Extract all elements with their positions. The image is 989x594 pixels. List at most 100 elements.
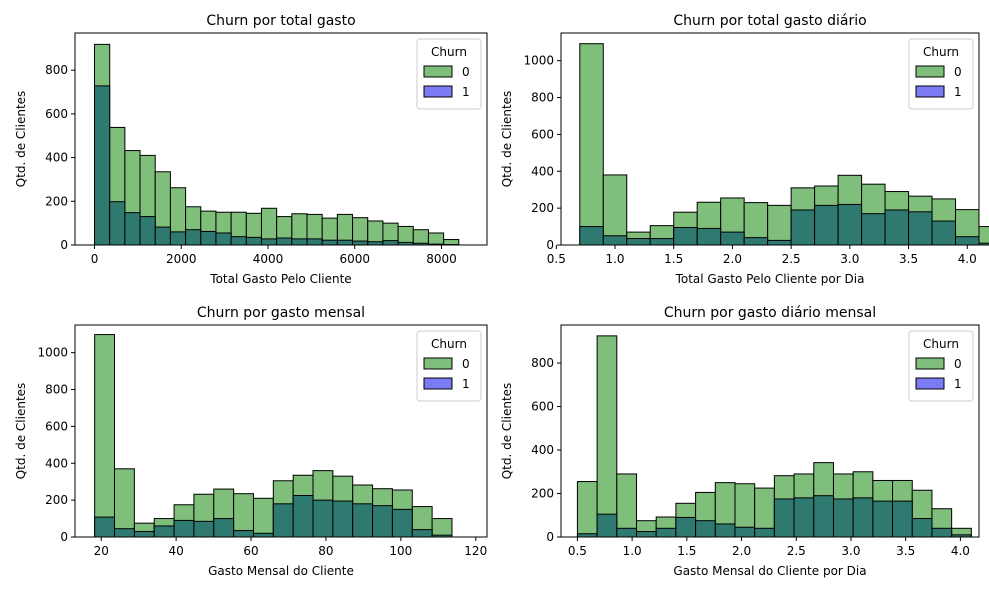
bar — [246, 237, 261, 245]
y-tick-label: 800 — [45, 383, 68, 397]
bar — [873, 501, 893, 537]
y-axis-label: Qtd. de Clientes — [500, 91, 514, 188]
bar — [768, 240, 791, 245]
legend-label-churn-0: 0 — [954, 65, 962, 79]
bar — [755, 528, 775, 537]
legend-swatch-churn-1 — [424, 378, 452, 389]
bar — [637, 532, 657, 537]
bar — [893, 501, 913, 537]
y-tick-label: 0 — [60, 238, 68, 252]
bar — [231, 237, 246, 245]
bar — [721, 232, 744, 245]
legend-swatch-churn-1 — [424, 86, 452, 97]
bar — [912, 519, 932, 537]
bar — [413, 230, 428, 245]
bar — [313, 500, 333, 537]
x-tick-label: 3.5 — [899, 252, 918, 266]
y-axis-label: Qtd. de Clientes — [14, 91, 28, 188]
y-tick-label: 800 — [531, 91, 554, 105]
x-tick-label: 0 — [91, 252, 99, 266]
bar — [170, 232, 185, 245]
bar — [307, 239, 322, 245]
y-tick-label: 200 — [531, 487, 554, 501]
bar — [115, 529, 135, 537]
bar — [696, 521, 716, 537]
bar — [234, 531, 254, 537]
bar — [862, 214, 885, 245]
x-axis-label: Total Gasto Pelo Cliente — [209, 272, 351, 286]
legend-swatch-churn-1 — [916, 378, 944, 389]
y-tick-label: 0 — [546, 530, 554, 544]
bar — [110, 202, 125, 245]
y-tick-label: 600 — [45, 419, 68, 433]
bar — [774, 499, 794, 537]
bar — [627, 239, 650, 245]
bar — [174, 520, 194, 537]
x-tick-label: 2.5 — [782, 252, 801, 266]
bar — [617, 474, 637, 537]
bar — [95, 86, 110, 245]
bar — [603, 236, 626, 245]
y-tick-label: 600 — [45, 107, 68, 121]
x-tick-label: 2.0 — [723, 252, 742, 266]
bar — [676, 517, 696, 537]
bar — [617, 528, 637, 537]
bar — [337, 240, 352, 245]
x-tick-label: 4000 — [253, 252, 284, 266]
chart-title: Churn por gasto diário mensal — [664, 305, 876, 321]
bar — [333, 501, 353, 537]
y-tick-label: 800 — [531, 356, 554, 370]
bar — [115, 469, 135, 537]
y-axis-label: Qtd. de Clientes — [14, 383, 28, 480]
legend-label-churn-0: 0 — [462, 65, 470, 79]
x-tick-label: 100 — [389, 544, 412, 558]
x-tick-label: 1.0 — [605, 252, 624, 266]
bar — [580, 227, 603, 245]
x-axis-label: Gasto Mensal do Cliente — [208, 564, 354, 578]
bar — [277, 238, 292, 245]
bar — [979, 227, 989, 245]
bar — [134, 531, 154, 537]
bar — [353, 241, 368, 245]
chart-title: Churn por total gasto — [206, 13, 355, 29]
x-tick-label: 2.5 — [787, 544, 806, 558]
bar — [194, 521, 214, 537]
x-tick-label: 4.0 — [958, 252, 977, 266]
bar — [979, 243, 989, 245]
bar — [735, 527, 755, 537]
x-tick-label: 3.0 — [840, 252, 859, 266]
bar — [815, 205, 838, 245]
bar — [932, 528, 952, 537]
bar — [580, 44, 603, 245]
x-tick-label: 0.5 — [547, 252, 566, 266]
bar — [155, 227, 170, 245]
y-tick-label: 200 — [45, 194, 68, 208]
bar — [154, 526, 174, 537]
bar — [95, 335, 115, 537]
bar — [392, 509, 412, 537]
bar — [432, 519, 452, 537]
y-axis-label: Qtd. de Clientes — [500, 383, 514, 480]
legend-swatch-churn-0 — [916, 66, 944, 77]
bar — [253, 498, 273, 537]
legend-title: Churn — [431, 45, 467, 59]
bar — [956, 237, 979, 245]
bar — [261, 239, 276, 245]
y-tick-label: 600 — [531, 127, 554, 141]
x-tick-label: 1.5 — [664, 252, 683, 266]
bar — [603, 175, 626, 245]
bar — [674, 227, 697, 245]
bar — [791, 210, 814, 245]
legend-title: Churn — [923, 45, 959, 59]
x-tick-label: 8000 — [426, 252, 457, 266]
x-tick-label: 2000 — [166, 252, 197, 266]
x-tick-label: 0.5 — [568, 544, 587, 558]
bar — [383, 241, 398, 245]
x-tick-label: 1.0 — [623, 544, 642, 558]
bar — [353, 504, 373, 537]
